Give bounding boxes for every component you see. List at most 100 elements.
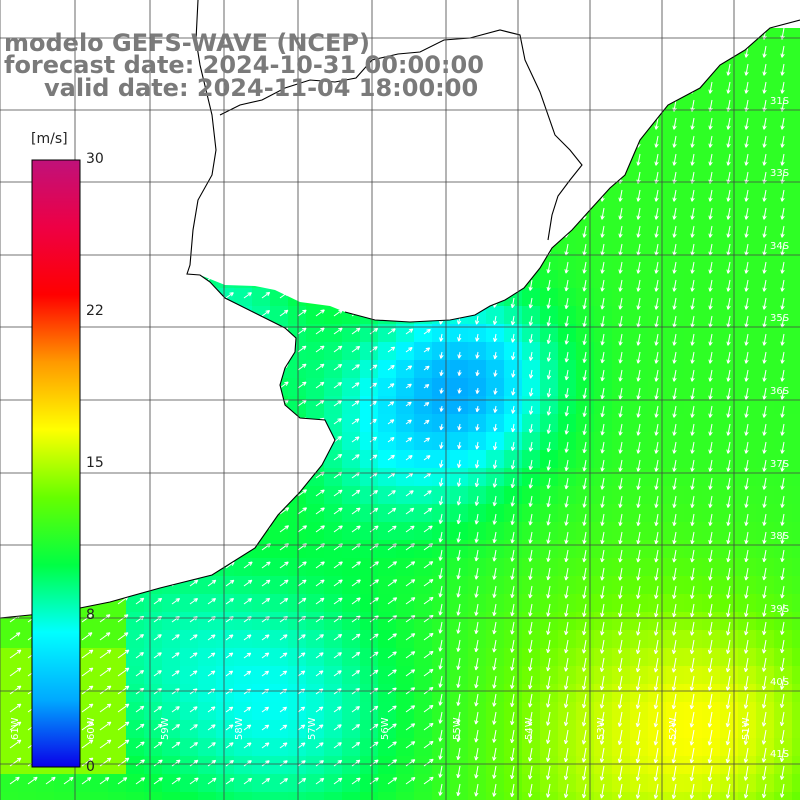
wind-speed-cell (342, 378, 360, 396)
wind-speed-cell (738, 684, 756, 702)
wind-arrow (492, 567, 497, 580)
wind-speed-cell (576, 504, 594, 522)
wind-arrow (618, 333, 623, 346)
wind-speed-cell (234, 576, 252, 594)
wind-arrow (726, 639, 731, 654)
wind-arrow (600, 405, 605, 418)
wind-speed-cell (396, 396, 414, 414)
wind-speed-cell (324, 450, 342, 468)
wind-arrow (780, 423, 785, 436)
wind-speed-cell (234, 648, 252, 666)
wind-arrow (279, 309, 289, 317)
wind-speed-cell (504, 432, 522, 450)
wind-arrow (582, 657, 587, 672)
wind-arrow (708, 621, 713, 636)
wind-speed-cell (558, 252, 576, 270)
wind-speed-cell (648, 414, 666, 432)
wind-arrow (279, 778, 289, 785)
wind-speed-cell (720, 432, 738, 450)
wind-arrow (636, 405, 641, 418)
wind-speed-cell (612, 450, 630, 468)
wind-speed-cell (450, 504, 468, 522)
wind-speed-cell (756, 612, 774, 630)
wind-speed-cell (558, 702, 576, 720)
wind-speed-cell (558, 648, 576, 666)
wind-arrow (563, 783, 569, 798)
wind-arrow (564, 315, 569, 327)
wind-arrow (744, 405, 749, 418)
wind-arrow (636, 351, 641, 364)
wind-speed-cell (648, 234, 666, 252)
wind-speed-cell (288, 378, 306, 396)
wind-arrow (564, 405, 569, 417)
wind-arrow (654, 153, 659, 166)
wind-arrow (762, 531, 767, 544)
wind-arrow (315, 309, 325, 317)
lat-label: 34S (770, 241, 790, 252)
wind-arrow (563, 711, 569, 727)
wind-arrow (564, 657, 569, 672)
wind-speed-cell (702, 756, 720, 774)
wind-arrow (117, 757, 130, 767)
wind-arrow (636, 297, 641, 310)
wind-arrow (528, 531, 533, 544)
wind-speed-cell (342, 522, 360, 540)
wind-speed-cell (756, 162, 774, 180)
wind-speed-cell (558, 342, 576, 360)
wind-speed-cell (378, 522, 396, 540)
wind-arrow (636, 513, 641, 527)
wind-arrow (405, 525, 415, 533)
wind-speed-cell (594, 342, 612, 360)
wind-speed-cell (126, 666, 144, 684)
wind-arrow (261, 597, 271, 605)
wind-speed-cell (342, 594, 360, 612)
wind-speed-cell (756, 72, 774, 90)
wind-arrow (708, 603, 713, 618)
wind-speed-cell (594, 396, 612, 414)
wind-speed-cell (234, 774, 252, 792)
wind-arrow (81, 703, 94, 713)
land-mass (0, 0, 800, 618)
wind-speed-cell (414, 468, 432, 486)
wind-arrow (582, 459, 587, 472)
wind-arrow (438, 693, 443, 706)
wind-speed-cell (720, 630, 738, 648)
wind-speed-cell (378, 666, 396, 684)
wind-speed-cell (486, 792, 504, 800)
wind-speed-cell (720, 414, 738, 432)
colorbar-tick-30: 30 (86, 151, 104, 167)
lat-label: 39S (770, 604, 790, 615)
wind-speed-cell (396, 378, 414, 396)
wind-arrow (600, 351, 605, 364)
wind-speed-cell (126, 630, 144, 648)
wind-arrow (762, 585, 767, 599)
wind-arrow (492, 747, 497, 761)
wind-speed-cell (738, 306, 756, 324)
wind-speed-cell (216, 774, 234, 792)
wind-arrow (582, 225, 587, 238)
wind-speed-cell (144, 738, 162, 756)
wind-speed-cell (684, 306, 702, 324)
wind-speed-cell (540, 414, 558, 432)
wind-speed-cell (702, 486, 720, 504)
wind-arrow (261, 634, 270, 641)
wind-arrow (171, 724, 181, 731)
wind-arrow (618, 261, 623, 274)
lat-label: 33S (770, 168, 790, 179)
wind-arrow (654, 405, 659, 418)
wind-arrow (726, 207, 731, 220)
wind-speed-cell (756, 414, 774, 432)
wind-speed-cell (360, 504, 378, 522)
wind-arrow (99, 649, 112, 659)
wind-arrow (726, 621, 731, 636)
wind-arrow (369, 454, 378, 461)
wind-arrow (351, 777, 361, 785)
wind-speed-cell (108, 720, 126, 738)
wind-speed-cell (594, 360, 612, 378)
wind-arrow (780, 261, 785, 274)
wind-speed-cell (324, 666, 342, 684)
wind-speed-cell (504, 414, 522, 432)
wind-arrow (117, 649, 130, 659)
wind-speed-cell (648, 162, 666, 180)
colorbar-tick-0: 0 (86, 759, 95, 775)
